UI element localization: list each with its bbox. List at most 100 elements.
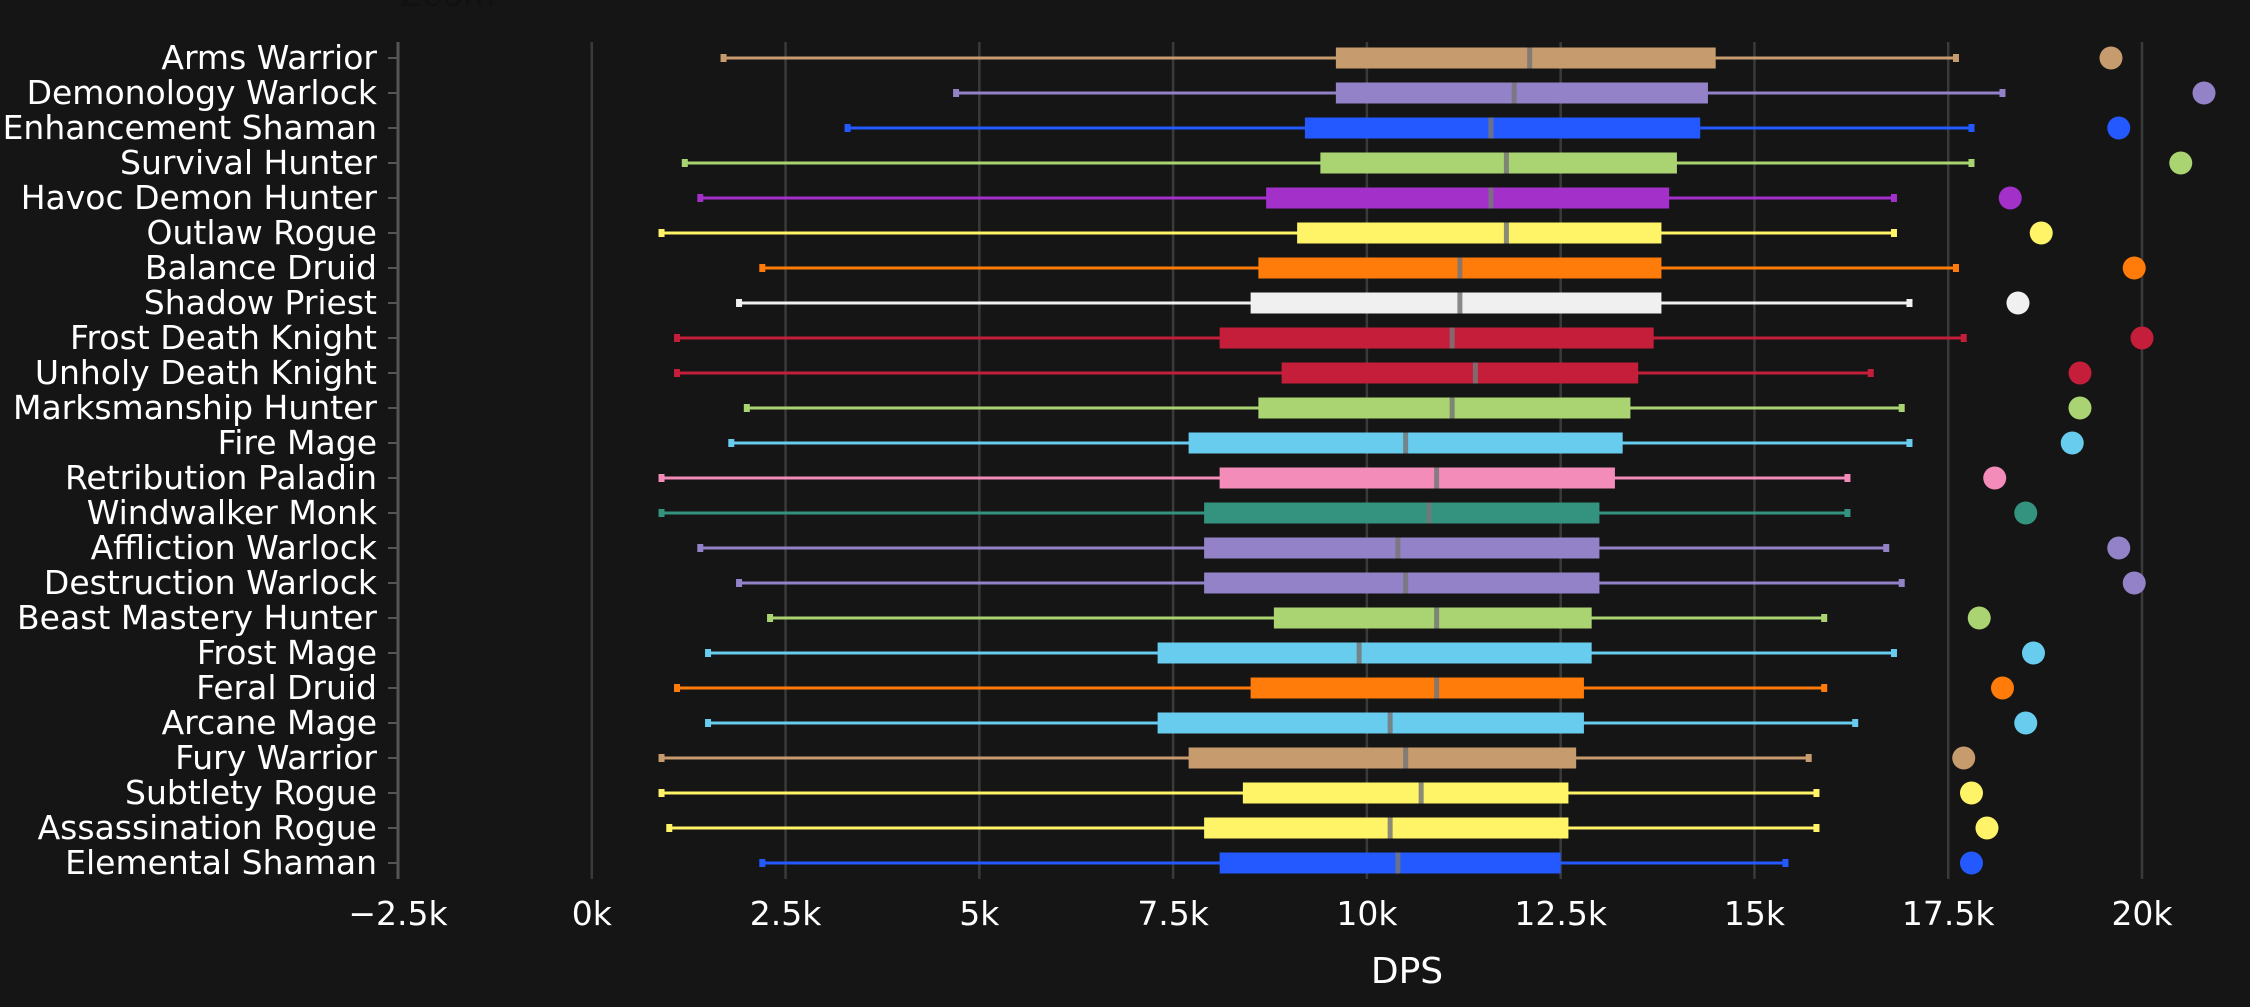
iqr-box: [1320, 152, 1677, 174]
class-label: Retribution Paladin: [65, 458, 377, 497]
outlier-point: [2014, 711, 2038, 735]
whisker-max-cap: [1999, 89, 2006, 97]
median-marker: [1457, 292, 1463, 314]
box-series-item: [658, 221, 2053, 245]
box-series-item: [674, 326, 2154, 350]
box-series-item: [666, 816, 1999, 840]
box-series-item: [736, 291, 2030, 315]
box-series-item: [697, 186, 2022, 210]
outlier-point: [2029, 221, 2053, 245]
median-marker: [1527, 47, 1533, 69]
iqr-box: [1266, 187, 1670, 209]
median-marker: [1426, 502, 1432, 524]
box-series-item: [953, 81, 2216, 105]
whisker-min-cap: [728, 439, 735, 447]
box-series-item: [720, 46, 2123, 70]
class-label: Destruction Warlock: [44, 563, 378, 602]
whisker-min-cap: [736, 579, 743, 587]
iqr-box: [1250, 292, 1662, 314]
gridlines: [590, 42, 2144, 879]
box-series-item: [658, 781, 1983, 805]
outlier-point: [2060, 431, 2084, 455]
x-tick-label: 2.5k: [750, 894, 822, 933]
whisker-min-cap: [658, 789, 665, 797]
whisker-min-cap: [844, 124, 851, 132]
outlier-point: [1959, 851, 1983, 875]
whisker-min-cap: [720, 54, 727, 62]
iqr-box: [1219, 327, 1654, 349]
box-series-item: [705, 711, 2038, 735]
box-series-item: [674, 676, 2014, 700]
outlier-point: [2107, 536, 2131, 560]
median-marker: [1395, 852, 1401, 874]
outlier-point: [2122, 256, 2146, 280]
x-tick-label: 20k: [2111, 894, 2173, 933]
whisker-max-cap: [1952, 54, 1959, 62]
box-series-item: [743, 396, 2092, 420]
box-series: [658, 46, 2216, 875]
whisker-min-cap: [705, 719, 712, 727]
outlier-point: [1983, 466, 2007, 490]
whisker-max-cap: [1952, 264, 1959, 272]
class-label: Outlaw Rogue: [146, 213, 377, 252]
whisker-min-cap: [681, 159, 688, 167]
whisker-min-cap: [658, 474, 665, 482]
class-label: Fire Mage: [218, 423, 377, 462]
median-marker: [1488, 117, 1494, 139]
class-label: Beast Mastery Hunter: [17, 598, 377, 637]
whisker-max-cap: [1813, 789, 1820, 797]
class-label: Enhancement Shaman: [3, 108, 377, 147]
outlier-point: [2068, 396, 2092, 420]
median-marker: [1449, 397, 1455, 419]
class-label: Frost Mage: [197, 633, 377, 672]
chart-title: Zoom: [400, 0, 495, 14]
x-tick-label: 15k: [1724, 894, 1786, 933]
box-series-item: [658, 746, 1976, 770]
whisker-max-cap: [1906, 439, 1913, 447]
iqr-box: [1297, 222, 1662, 244]
median-marker: [1387, 712, 1393, 734]
median-marker: [1503, 152, 1509, 174]
outlier-point: [2169, 151, 2193, 175]
box-series-item: [767, 606, 1991, 630]
whisker-max-cap: [1890, 229, 1897, 237]
iqr-box: [1219, 467, 1615, 489]
box-series-item: [736, 571, 2146, 595]
whisker-max-cap: [1968, 124, 1975, 132]
iqr-box: [1157, 642, 1592, 664]
median-marker: [1488, 187, 1494, 209]
whisker-min-cap: [736, 299, 743, 307]
whisker-min-cap: [658, 229, 665, 237]
outlier-point: [1975, 816, 1999, 840]
outlier-point: [1990, 676, 2014, 700]
class-label: Affliction Warlock: [91, 528, 378, 567]
whisker-min-cap: [743, 404, 750, 412]
class-label: Subtlety Rogue: [125, 773, 377, 812]
box-series-item: [697, 536, 2131, 560]
median-marker: [1403, 432, 1409, 454]
box-series-item: [658, 501, 2038, 525]
class-label: Feral Druid: [196, 668, 377, 707]
box-series-item: [728, 431, 2084, 455]
outlier-point: [2099, 46, 2123, 70]
whisker-max-cap: [1960, 334, 1967, 342]
median-marker: [1418, 782, 1424, 804]
median-marker: [1395, 537, 1401, 559]
x-tick-label: −2.5k: [348, 894, 448, 933]
outlier-point: [2122, 571, 2146, 595]
iqr-box: [1335, 47, 1716, 69]
whisker-max-cap: [1782, 859, 1789, 867]
box-series-item: [674, 361, 2092, 385]
iqr-box: [1204, 817, 1569, 839]
whisker-max-cap: [1844, 509, 1851, 517]
iqr-box: [1188, 747, 1577, 769]
median-marker: [1472, 362, 1478, 384]
median-marker: [1449, 327, 1455, 349]
outlier-point: [1959, 781, 1983, 805]
class-label: Fury Warrior: [175, 738, 377, 777]
outlier-point: [2021, 641, 2045, 665]
iqr-box: [1304, 117, 1701, 139]
whisker-max-cap: [1906, 299, 1913, 307]
whisker-max-cap: [1890, 194, 1897, 202]
whisker-max-cap: [1821, 614, 1828, 622]
